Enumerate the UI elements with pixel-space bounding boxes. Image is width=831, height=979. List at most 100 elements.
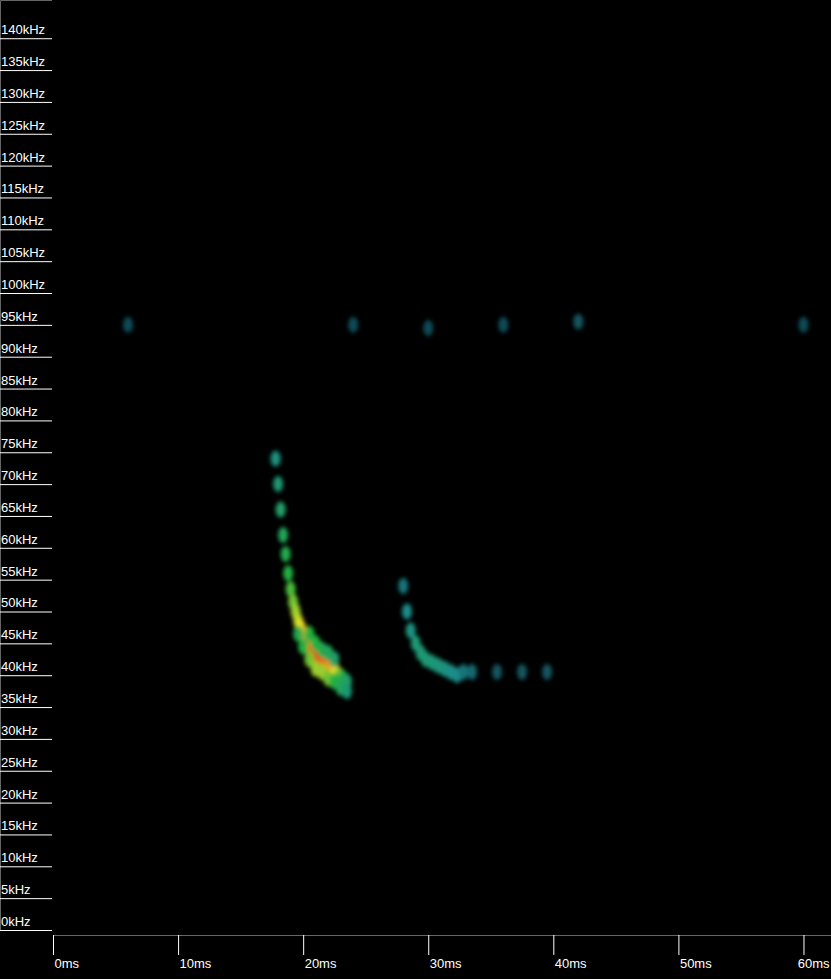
x-tick-label: 30ms [430, 956, 462, 971]
y-tick-line [0, 70, 52, 71]
y-tick-line [0, 389, 52, 390]
y-tick-label: 20kHz [1, 787, 38, 802]
y-tick-line [0, 580, 52, 581]
cell [498, 317, 508, 333]
y-tick: 45kHz [0, 627, 52, 644]
y-tick-label: 40kHz [1, 659, 38, 674]
cell [348, 317, 358, 333]
cell [467, 664, 477, 680]
x-tick-line [178, 935, 179, 955]
y-tick-label: 65kHz [1, 500, 38, 515]
y-tick-label: 115kHz [1, 181, 44, 196]
y-tick-label: 15kHz [1, 818, 38, 833]
x-tick-label: 0ms [55, 956, 80, 971]
cell [342, 683, 352, 699]
y-axis-line [1, 1, 53, 931]
y-tick: 140kHz [0, 22, 52, 39]
y-tick-line [0, 484, 52, 485]
x-tick-label: 20ms [305, 956, 337, 971]
y-tick-line [0, 261, 52, 262]
cell [278, 527, 288, 543]
cell [517, 664, 527, 680]
y-tick-line [0, 229, 52, 230]
x-tick: 0ms [54, 935, 80, 971]
y-tick-line [0, 452, 52, 453]
y-tick: 5kHz [0, 882, 52, 899]
x-tick-line [553, 935, 554, 955]
y-tick-label: 120kHz [1, 150, 45, 165]
y-tick-label: 95kHz [1, 309, 38, 324]
y-tick-line [0, 420, 52, 421]
y-tick-line [0, 771, 52, 772]
y-tick-label: 140kHz [1, 22, 45, 37]
y-tick: 0kHz [0, 914, 52, 931]
y-tick: 50kHz [0, 595, 52, 612]
y-tick: 20kHz [0, 787, 52, 804]
y-tick-line [0, 516, 52, 517]
cell [298, 639, 308, 655]
y-tick-label: 10kHz [1, 850, 38, 865]
cell [273, 476, 283, 492]
y-tick: 115kHz [0, 181, 52, 198]
y-tick: 40kHz [0, 659, 52, 676]
y-tick-label: 110kHz [1, 213, 44, 228]
y-tick-line [0, 898, 52, 899]
y-tick-label: 105kHz [1, 245, 45, 260]
x-tick: 30ms [429, 935, 462, 971]
y-tick-label: 50kHz [1, 595, 38, 610]
y-tick: 25kHz [0, 755, 52, 772]
y-tick-line [0, 293, 52, 294]
y-tick: 60kHz [0, 532, 52, 549]
cell [458, 664, 468, 680]
y-tick: 10kHz [0, 850, 52, 867]
y-tick: 85kHz [0, 373, 52, 390]
cell [573, 314, 583, 330]
y-tick-line [0, 739, 52, 740]
y-tick-label: 5kHz [1, 882, 31, 897]
x-axis-line [54, 936, 831, 956]
y-tick-label: 30kHz [1, 723, 38, 738]
y-tick: 135kHz [0, 54, 52, 71]
y-tick-label: 0kHz [1, 914, 31, 929]
cell [542, 664, 552, 680]
y-tick-label: 90kHz [1, 341, 38, 356]
x-tick: 10ms [179, 935, 212, 971]
x-tick-line [678, 935, 679, 955]
spectrogram-cells [123, 314, 808, 699]
y-tick-line [0, 38, 52, 39]
x-tick: 60ms [798, 935, 830, 971]
cell [276, 502, 286, 518]
y-tick: 90kHz [0, 341, 52, 358]
cell [281, 546, 291, 562]
y-tick-line [0, 134, 52, 135]
x-tick: 20ms [304, 935, 337, 971]
y-tick-label: 35kHz [1, 691, 38, 706]
y-tick: 110kHz [0, 213, 52, 230]
y-tick: 100kHz [0, 277, 52, 294]
y-tick: 15kHz [0, 818, 52, 835]
y-tick: 75kHz [0, 436, 52, 453]
y-tick: 80kHz [0, 404, 52, 421]
y-tick-line [0, 102, 52, 103]
y-tick-line [0, 866, 52, 867]
cell [271, 451, 281, 467]
y-tick-line [0, 166, 52, 167]
y-tick: 55kHz [0, 564, 52, 581]
y-tick: 70kHz [0, 468, 52, 485]
cell [492, 664, 502, 680]
y-tick: 65kHz [0, 500, 52, 517]
y-tick-label: 125kHz [1, 118, 45, 133]
y-tick-label: 55kHz [1, 564, 38, 579]
y-tick-label: 60kHz [1, 532, 38, 547]
cell [329, 651, 339, 667]
x-axis: 0ms10ms20ms30ms40ms50ms60ms [54, 935, 831, 971]
y-tick-line [0, 325, 52, 326]
y-tick-label: 75kHz [1, 436, 38, 451]
y-tick-line [0, 612, 52, 613]
x-tick: 50ms [679, 935, 712, 971]
y-tick-label: 70kHz [1, 468, 38, 483]
cell [123, 317, 133, 333]
cell [398, 578, 408, 594]
y-tick-label: 25kHz [1, 755, 38, 770]
y-tick: 120kHz [0, 150, 52, 167]
